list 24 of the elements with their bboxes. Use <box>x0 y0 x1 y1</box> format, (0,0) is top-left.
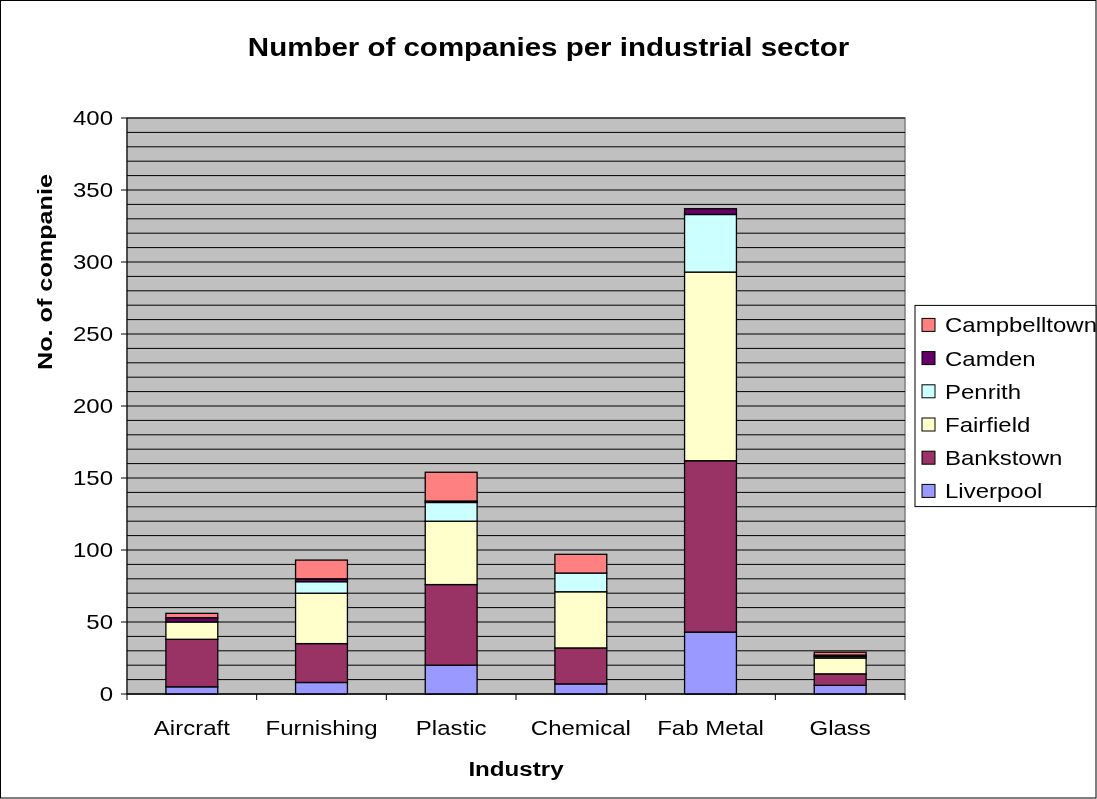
legend-label: Camden <box>945 347 1036 371</box>
x-tick-label: Aircraft <box>153 716 230 740</box>
y-tick-label: 0 <box>99 682 113 706</box>
y-tick-label: 300 <box>72 250 113 274</box>
x-tick-label: Plastic <box>415 716 487 740</box>
x-tick-label: Furnishing <box>265 716 378 740</box>
chart-title: Number of companies per industrial sector <box>247 33 850 62</box>
y-tick-label: 350 <box>72 178 113 202</box>
y-tick-label: 200 <box>72 394 113 418</box>
y-tick-label: 400 <box>72 106 113 130</box>
legend-label: Campbelltown <box>945 314 1097 337</box>
x-tick-label: Chemical <box>530 716 631 740</box>
legend-label: Liverpool <box>945 480 1043 503</box>
y-tick-label: 150 <box>72 466 113 490</box>
x-tick-label: Glass <box>809 716 871 740</box>
legend-label: Penrith <box>945 380 1022 404</box>
y-axis-title: No. of companie <box>32 173 57 370</box>
x-tick-label: Fab Metal <box>657 716 764 740</box>
x-axis-title: Industry <box>468 757 565 781</box>
y-tick-label: 250 <box>72 322 113 346</box>
legend-label: Fairfield <box>945 413 1031 437</box>
y-tick-label: 100 <box>72 538 113 562</box>
legend-label: Bankstown <box>945 447 1063 470</box>
y-tick-label: 50 <box>86 610 113 634</box>
